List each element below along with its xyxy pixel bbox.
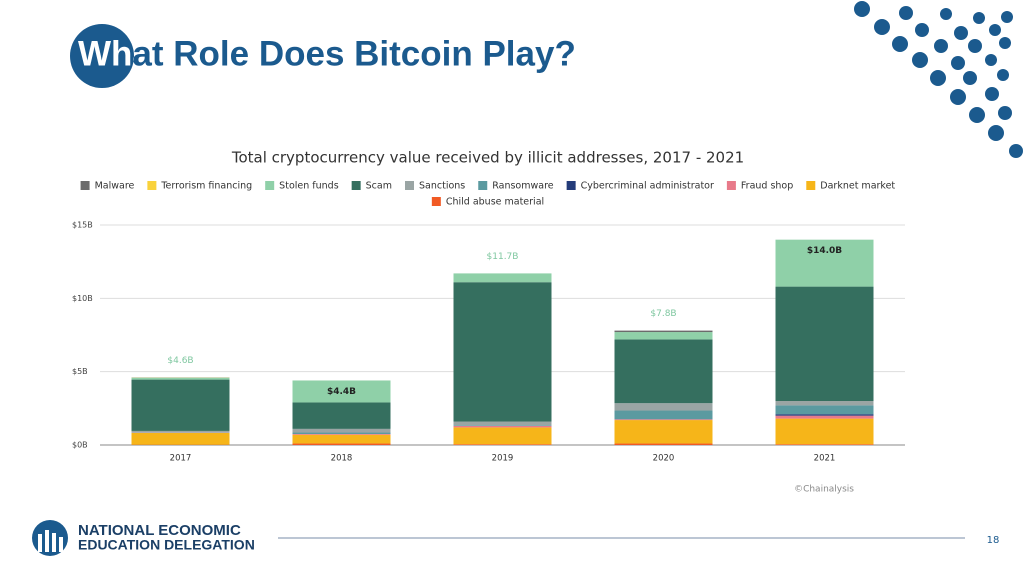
bar-segment	[775, 239, 874, 287]
legend-swatch	[431, 197, 441, 206]
legend-label: Stolen funds	[279, 181, 339, 192]
bar-segment	[453, 282, 552, 422]
bar-segment	[292, 432, 391, 434]
total-label: $7.8B	[650, 309, 676, 319]
bar-segment	[614, 332, 713, 340]
total-label: $4.6B	[167, 356, 193, 366]
legend-label: Scam	[366, 181, 392, 192]
y-tick-label: $0B	[72, 441, 88, 450]
legend-swatch	[478, 181, 488, 190]
bar-segment	[775, 286, 874, 401]
chart-title: Total cryptocurrency value received by i…	[231, 149, 744, 167]
x-tick-label: 2019	[492, 454, 514, 464]
slide-title: What Role Does Bitcoin Play?	[78, 34, 576, 73]
bar-segment	[292, 434, 391, 435]
bar-segment	[131, 432, 230, 445]
x-tick-label: 2018	[331, 454, 353, 464]
legend-swatch	[726, 181, 736, 190]
y-tick-label: $5B	[72, 367, 88, 376]
bar-segment	[453, 444, 552, 445]
y-tick-label: $10B	[72, 294, 93, 303]
bar-segment	[292, 443, 391, 445]
bar-segment	[453, 273, 552, 283]
bar-segment	[614, 410, 713, 420]
bar-segment	[453, 425, 552, 428]
bar-segment	[775, 414, 874, 416]
bar-segment	[453, 425, 552, 426]
legend-label: Malware	[95, 181, 135, 192]
bar-segment	[614, 330, 713, 333]
legend-label: Fraud shop	[741, 181, 793, 192]
y-tick-label: $15B	[72, 221, 93, 230]
legend-swatch	[265, 181, 275, 190]
bar-segment	[775, 418, 874, 445]
title-circle	[70, 24, 134, 88]
bar-segment	[131, 379, 230, 431]
total-label: $14.0B	[807, 246, 842, 256]
bar-segment	[131, 377, 230, 380]
legend-swatch	[566, 181, 576, 190]
logo	[32, 520, 68, 556]
slide-title-overlay: What Role Does Bitcoin Play?	[78, 34, 576, 73]
legend-label: Cybercriminal administrator	[581, 181, 714, 192]
legend-row: Child abuse material	[431, 197, 544, 208]
x-tick-label: 2021	[814, 454, 836, 464]
legend-label: Terrorism financing	[160, 181, 252, 192]
bar-segment	[614, 443, 713, 445]
org-name: NATIONAL ECONOMIC	[78, 522, 241, 539]
legend-row: Malware Terrorism financing Stolen funds Sc…	[80, 181, 895, 192]
bar-segment	[614, 419, 713, 421]
total-label: $4.4B	[327, 387, 356, 397]
source: ©Chainalysis	[794, 485, 854, 495]
bar-segment	[775, 415, 874, 419]
legend-label: Sanctions	[419, 181, 465, 192]
bar-segment	[292, 428, 391, 433]
legend-swatch	[351, 181, 361, 190]
legend-swatch	[147, 181, 157, 190]
bar-segment	[775, 401, 874, 406]
bar-segment	[614, 403, 713, 411]
legend-label: Darknet market	[820, 181, 895, 192]
decor-dots	[854, 1, 1023, 158]
legend-swatch	[806, 181, 816, 190]
bar-segment	[614, 339, 713, 404]
x-tick-label: 2020	[653, 454, 675, 464]
bar-segment	[292, 380, 391, 403]
bar-segment	[292, 402, 391, 429]
x-tick-label: 2017	[170, 454, 192, 464]
bar-segment	[131, 430, 230, 433]
org-name: EDUCATION DELEGATION	[78, 537, 255, 553]
legend-label: Child abuse material	[446, 197, 544, 208]
total-label: $11.7B	[487, 252, 519, 262]
bar-segment	[775, 405, 874, 415]
legend-label: Ransomware	[492, 181, 554, 192]
bar-segment	[453, 421, 552, 426]
bar-segment	[775, 444, 874, 445]
legend-swatch	[404, 181, 414, 190]
bar-segment	[453, 427, 552, 445]
page-number: 18	[987, 535, 1000, 546]
bar-segment	[614, 420, 713, 444]
bar-segment	[292, 434, 391, 444]
legend-swatch	[80, 181, 90, 190]
